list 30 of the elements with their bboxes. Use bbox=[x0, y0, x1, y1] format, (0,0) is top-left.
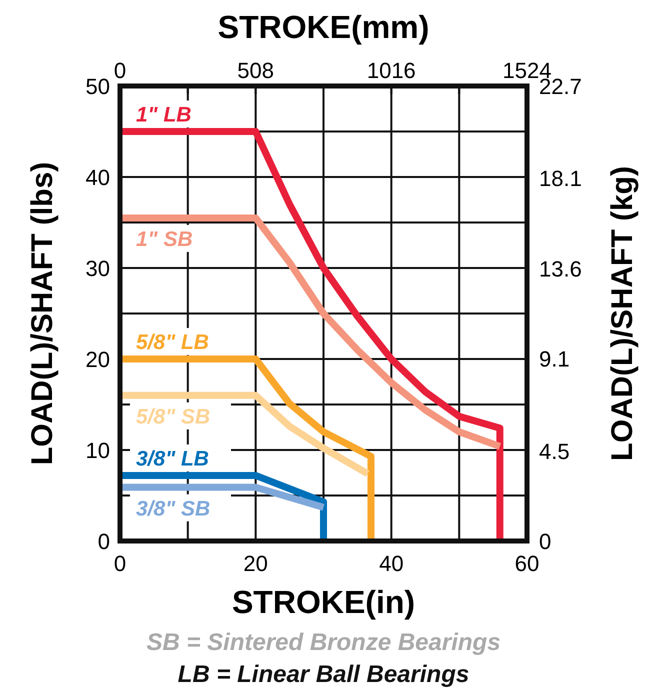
y-tick-label: 0 bbox=[98, 529, 110, 554]
y2-tick-label: 0 bbox=[539, 529, 552, 554]
y2-tick-label: 13.6 bbox=[539, 256, 582, 282]
series-label: 1" SB bbox=[136, 228, 193, 251]
y2-tick-label: 18.1 bbox=[539, 166, 582, 192]
x2-tick-label: 508 bbox=[237, 58, 274, 83]
y-tick-label: 40 bbox=[86, 165, 110, 190]
y-tick-label: 30 bbox=[86, 256, 110, 281]
text: SB = Sintered Bronze Bearings bbox=[146, 629, 501, 656]
y-tick-label: 20 bbox=[86, 347, 110, 372]
y2-tick-label: 9.1 bbox=[539, 346, 570, 372]
y2-axis-title: LOAD(L)/SHAFT (kg) bbox=[606, 166, 639, 461]
y-tick-label: 50 bbox=[86, 74, 110, 99]
y-tick-label: 10 bbox=[86, 438, 110, 463]
y-axis-title: LOAD(L)/SHAFT (lbs) bbox=[26, 162, 59, 466]
series-label: 3/8" LB bbox=[136, 447, 209, 470]
text: LB = Linear Ball Bearings bbox=[178, 661, 470, 688]
x-tick-label: 20 bbox=[243, 551, 268, 576]
x-tick-label: 60 bbox=[514, 551, 540, 576]
x2-tick-label: 0 bbox=[114, 58, 126, 83]
x-tick-label: 40 bbox=[379, 551, 404, 576]
x-tick-label: 0 bbox=[114, 551, 126, 576]
series-label: 3/8" SB bbox=[136, 497, 210, 520]
series-label: 1" LB bbox=[136, 104, 192, 126]
x2-tick-label: 1016 bbox=[366, 58, 416, 83]
series-label: 5/8" LB bbox=[136, 331, 209, 354]
series-label: 5/8" SB bbox=[136, 405, 210, 428]
x-axis-title: STROKE(in) bbox=[232, 584, 416, 620]
x2-axis-title: STROKE(mm) bbox=[218, 9, 430, 45]
y2-tick-label: 4.5 bbox=[539, 438, 570, 464]
